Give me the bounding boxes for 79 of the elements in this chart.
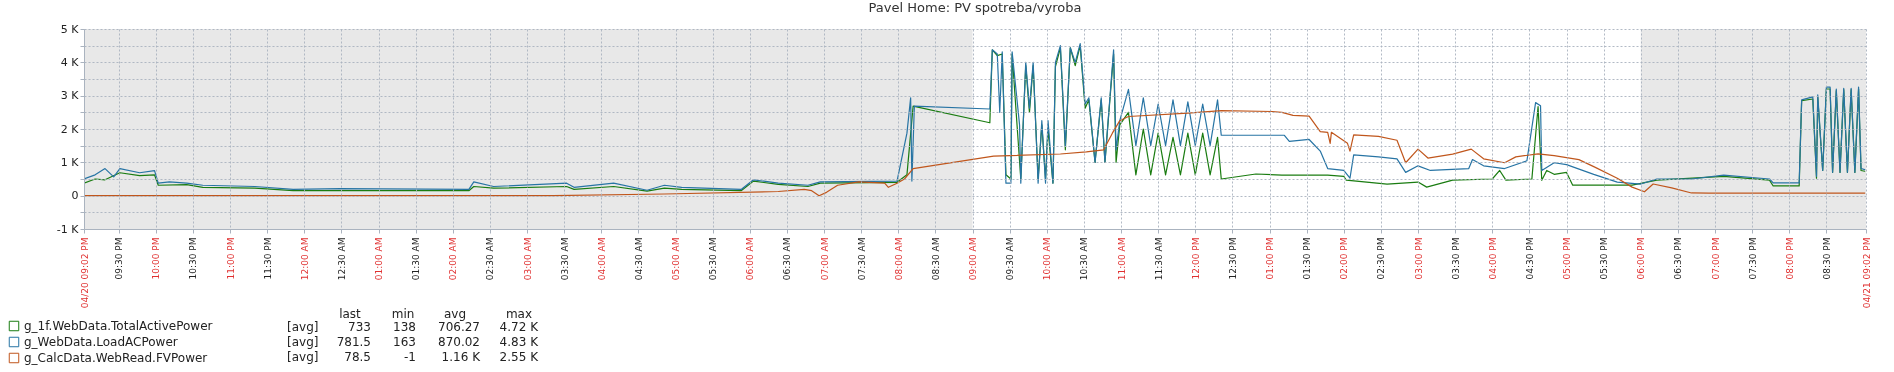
x-tick-label: 12:00 PM — [1190, 237, 1201, 280]
x-tick-label: 12:30 PM — [1227, 237, 1238, 280]
text: 163 — [393, 335, 416, 349]
x-tick-label: 08:30 AM — [930, 237, 941, 281]
text: 138 — [393, 320, 416, 334]
x-tick-label: 12:30 AM — [336, 237, 347, 281]
x-tick-label: 08:00 AM — [893, 237, 904, 281]
x-tick-label: 07:00 AM — [819, 237, 830, 281]
y-tick-label: 2 K — [60, 122, 80, 136]
x-tick-label: 09:00 AM — [968, 237, 979, 281]
x-tick-label: 07:30 PM — [1747, 237, 1758, 280]
x-tick-label: 05:30 AM — [708, 237, 719, 281]
text: 733 — [348, 320, 371, 334]
text: last — [339, 307, 362, 321]
x-tick-label: 04/21 09:02 PM — [1861, 237, 1872, 309]
text: 706.27 — [438, 320, 480, 334]
x-tick-label: 12:00 AM — [299, 237, 310, 281]
x-tick-label: 11:00 PM — [225, 237, 236, 280]
x-tick-label: 04:30 PM — [1524, 237, 1535, 280]
x-tick-label: 11:00 AM — [1116, 237, 1127, 281]
x-tick-label: 03:00 PM — [1413, 237, 1424, 280]
text: 78.5 — [344, 350, 371, 364]
y-tick-label: 1 K — [60, 155, 80, 169]
x-tick-label: 10:00 PM — [151, 237, 162, 280]
x-tick-label: 07:00 PM — [1710, 237, 1721, 280]
x-tick-label: 03:30 PM — [1450, 237, 1461, 280]
text: max — [505, 307, 533, 321]
text: 1.16 K — [441, 350, 482, 364]
y-tick-label: -1 K — [56, 222, 80, 236]
x-tick-label: 02:30 PM — [1376, 237, 1387, 280]
x-tick-label: 08:00 PM — [1784, 237, 1795, 280]
x-tick-label: 05:00 PM — [1562, 237, 1573, 280]
y-tick-label: 3 K — [60, 89, 80, 103]
text: avg — [443, 307, 467, 321]
text: -1 — [404, 350, 416, 364]
x-tick-label: 01:00 PM — [1265, 237, 1276, 280]
x-tick-label: 01:30 AM — [411, 237, 422, 281]
x-tick-label: 02:00 AM — [448, 237, 459, 281]
legend-label: g_CalcData.WebRead.FVPower — [24, 351, 208, 365]
x-tick-label: 05:00 AM — [671, 237, 682, 281]
text: min — [391, 307, 415, 321]
text: [avg] — [287, 350, 319, 364]
y-tick-label: 0 — [71, 189, 79, 203]
x-tick-label: 01:30 PM — [1302, 237, 1313, 280]
x-tick-label: 06:00 AM — [745, 237, 756, 281]
text: 870.02 — [438, 335, 480, 349]
x-tick-label: 02:30 AM — [485, 237, 496, 281]
text: 781.5 — [336, 335, 371, 349]
x-tick-label: 08:30 PM — [1821, 237, 1832, 280]
chart-title: Pavel Home: PV spotreba/vyroba — [868, 0, 1082, 15]
x-tick-label: 07:30 AM — [856, 237, 867, 281]
y-tick-label: 5 K — [60, 22, 80, 36]
x-tick-label: 11:30 AM — [1153, 237, 1164, 281]
text: 4.72 K — [499, 320, 540, 334]
x-tick-label: 04/20 09:02 PM — [79, 237, 90, 309]
text: [avg] — [287, 320, 319, 334]
x-tick-label: 01:00 AM — [374, 237, 385, 281]
x-tick-label: 02:00 PM — [1339, 237, 1350, 280]
x-tick-label: 11:30 PM — [262, 237, 273, 280]
x-tick-label: 10:30 AM — [1079, 237, 1090, 281]
x-tick-label: 03:00 AM — [522, 237, 533, 281]
x-tick-label: 09:30 PM — [114, 237, 125, 280]
x-tick-label: 06:30 PM — [1673, 237, 1684, 280]
x-tick-label: 04:30 AM — [633, 237, 644, 281]
x-tick-label: 03:30 AM — [559, 237, 570, 281]
text: [avg] — [287, 335, 319, 349]
y-tick-label: 4 K — [60, 55, 80, 69]
x-tick-label: 10:30 PM — [188, 237, 199, 280]
x-tick-label: 06:00 PM — [1636, 237, 1647, 280]
x-tick-label: 10:00 AM — [1042, 237, 1053, 281]
text: 2.55 K — [499, 350, 540, 364]
x-tick-label: 04:00 PM — [1487, 237, 1498, 280]
x-tick-label: 09:30 AM — [1005, 237, 1016, 281]
x-tick-label: 06:30 AM — [782, 237, 793, 281]
legend-label: g_1f.WebData.TotalActivePower — [24, 319, 213, 333]
legend-label: g_WebData.LoadACPower — [24, 335, 178, 349]
text: 4.83 K — [499, 335, 540, 349]
x-tick-label: 05:30 PM — [1599, 237, 1610, 280]
x-tick-label: 04:00 AM — [596, 237, 607, 281]
